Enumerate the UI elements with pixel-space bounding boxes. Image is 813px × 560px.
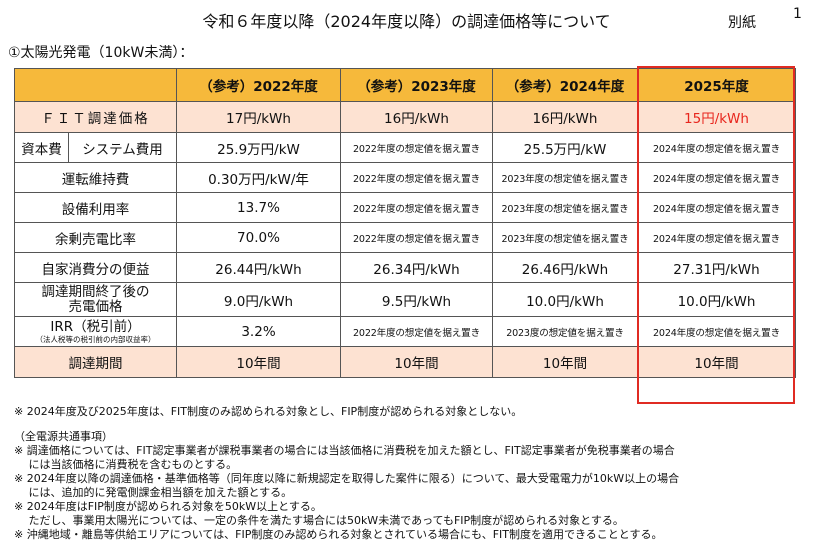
post-period-price-2024: 10.0円/kWh [492,282,638,317]
note-fit-only: ※ 2024年度及び2025年度は、FIT制度のみ認められる対象とし、FIP制度… [14,405,523,418]
surplus-ratio-2022: 70.0% [176,222,341,253]
fit-price-2022: 17円/kWh [176,101,341,133]
post-period-label-line2: 売電価格 [68,298,123,315]
self-consumption-2022: 26.44円/kWh [176,252,341,283]
table-row-system-cost: 資本費 システム費用 25.9万円/kW 2022年度の想定値を据え置き 25.… [14,132,796,163]
table-row-om-cost: 運転維持費 0.30万円/kW/年 2022年度の想定値を据え置き 2023年度… [14,162,796,193]
note-okinawa: ※ 沖縄地域・離島等供給エリアについては、FIP制度のみ認められる対象とされてい… [14,528,663,541]
price-table: （参考）2022年度 （参考）2023年度 （参考）2024年度 2025年度 … [14,68,796,378]
note-fip-line2: ただし、事業用太陽光については、一定の条件を満たす場合には50kW未満であっても… [14,514,624,527]
section-subtitle: ①太陽光発電（10kW未満）： [8,45,194,61]
table-row-fit-price: ＦＩＴ調達価格 17円/kWh 16円/kWh 16円/kWh 15円/kWh [14,101,796,133]
header-2025: 2025年度 [637,68,796,102]
om-cost-2023: 2022年度の想定値を据え置き [340,162,493,193]
self-consumption-2023: 26.34円/kWh [340,252,493,283]
surplus-ratio-2025: 2024年度の想定値を据え置き [637,222,796,253]
om-cost-2024: 2023年度の想定値を据え置き [492,162,638,193]
capacity-factor-2022: 13.7% [176,192,341,223]
fit-price-2024: 16円/kWh [492,101,638,133]
irr-2024: 2023度の想定値を据え置き [492,316,638,347]
period-2022: 10年間 [176,346,341,378]
om-cost-2025: 2024年度の想定値を据え置き [637,162,796,193]
fit-price-2025: 15円/kWh [637,101,796,133]
irr-2023: 2022年度の想定値を据え置き [340,316,493,347]
table-header-row: （参考）2022年度 （参考）2023年度 （参考）2024年度 2025年度 [14,68,796,102]
capacity-factor-2023: 2022年度の想定値を据え置き [340,192,493,223]
row-label-surplus-ratio: 余剰売電比率 [14,222,177,253]
system-cost-2023: 2022年度の想定値を据え置き [340,132,493,163]
header-2024: （参考）2024年度 [492,68,638,102]
page-number: 1 [793,6,802,22]
row-label-fit-price: ＦＩＴ調達価格 [14,101,177,133]
period-2024: 10年間 [492,346,638,378]
post-period-label-line1: 調達期間終了後の [41,283,150,300]
system-cost-2022: 25.9万円/kW [176,132,341,163]
header-2023: （参考）2023年度 [340,68,493,102]
note-fip-line1: ※ 2024年度はFIP制度が認められる対象を50kW以上とする。 [14,500,322,513]
table-row-post-period-price: 調達期間終了後の 売電価格 9.0円/kWh 9.5円/kWh 10.0円/kW… [14,282,796,317]
note-tax-line2: には当該価格に消費税を含むものとする。 [14,458,238,471]
capacity-factor-2024: 2023年度の想定値を据え置き [492,192,638,223]
table-row-capacity-factor: 設備利用率 13.7% 2022年度の想定値を据え置き 2023年度の想定値を据… [14,192,796,223]
system-cost-2024: 25.5万円/kW [492,132,638,163]
row-label-capacity-factor: 設備利用率 [14,192,177,223]
fit-price-2023: 16円/kWh [340,101,493,133]
page-title: 令和６年度以降（2024年度以降）の調達価格等について [202,12,611,31]
surplus-ratio-2023: 2022年度の想定値を据え置き [340,222,493,253]
capacity-factor-2025: 2024年度の想定値を据え置き [637,192,796,223]
table-row-self-consumption: 自家消費分の便益 26.44円/kWh 26.34円/kWh 26.46円/kW… [14,252,796,283]
row-label-period: 調達期間 [14,346,177,378]
header-empty-cell [14,68,177,102]
self-consumption-2024: 26.46円/kWh [492,252,638,283]
irr-sub-label: （法人税等の税引前の内部収益率） [35,334,156,344]
post-period-price-2025: 10.0円/kWh [637,282,796,317]
row-label-self-consumption: 自家消費分の便益 [14,252,177,283]
attachment-label: 別紙 [728,15,756,31]
row-label-capital: 資本費 [14,132,69,163]
irr-2025: 2024年度の想定値を据え置き [637,316,796,347]
note-charge-line1: ※ 2024年度以降の調達価格・基準価格等（同年度以降に新規認定を取得した案件に… [14,472,680,485]
post-period-price-2022: 9.0円/kWh [176,282,341,317]
self-consumption-2025: 27.31円/kWh [637,252,796,283]
note-common-header: （全電源共通事項） [14,430,113,443]
om-cost-2022: 0.30万円/kW/年 [176,162,341,193]
table-row-surplus-ratio: 余剰売電比率 70.0% 2022年度の想定値を据え置き 2023年度の想定値を… [14,222,796,253]
table-row-period: 調達期間 10年間 10年間 10年間 10年間 [14,346,796,378]
post-period-price-2023: 9.5円/kWh [340,282,493,317]
row-label-irr: IRR（税引前） （法人税等の税引前の内部収益率） [14,316,177,347]
table-row-irr: IRR（税引前） （法人税等の税引前の内部収益率） 3.2% 2022年度の想定… [14,316,796,347]
note-tax-line1: ※ 調達価格については、FIT認定事業者が課税事業者の場合には当該価格に消費税を… [14,444,675,457]
note-charge-line2: には、追加的に発電側課金相当額を加えた額とする。 [14,486,293,499]
period-2023: 10年間 [340,346,493,378]
row-label-system-cost: システム費用 [68,132,177,163]
irr-label: IRR（税引前） [50,318,141,335]
period-2025: 10年間 [637,346,796,378]
system-cost-2025: 2024年度の想定値を据え置き [637,132,796,163]
irr-2022: 3.2% [176,316,341,347]
row-label-post-period-price: 調達期間終了後の 売電価格 [14,282,177,317]
header-2022: （参考）2022年度 [176,68,341,102]
surplus-ratio-2024: 2023年度の想定値を据え置き [492,222,638,253]
row-label-om-cost: 運転維持費 [14,162,177,193]
